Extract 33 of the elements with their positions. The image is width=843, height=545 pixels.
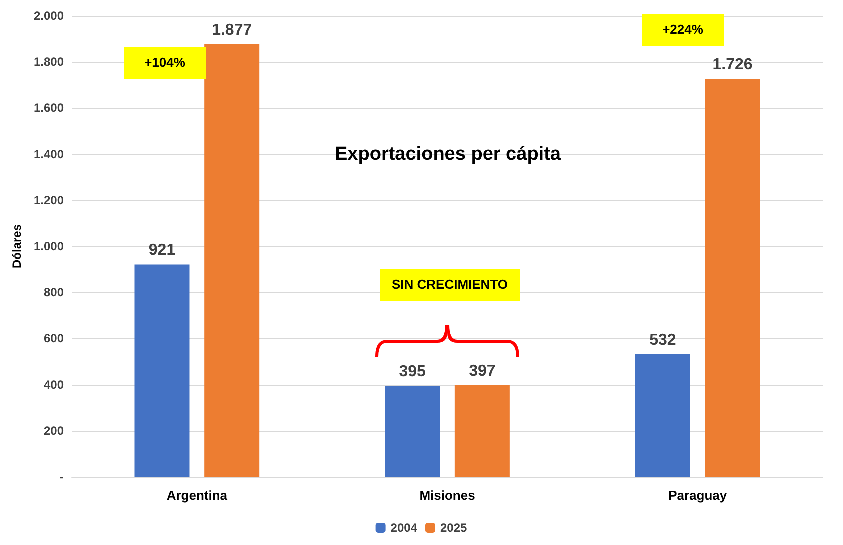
legend-label: 2025 [440, 521, 468, 535]
data-label: 397 [469, 362, 496, 380]
x-tick-label: Misiones [420, 488, 476, 503]
y-tick-label: 200 [44, 424, 64, 438]
y-tick-label: 400 [44, 378, 64, 392]
y-tick-label: 800 [44, 286, 64, 300]
y-tick-label: 1.600 [34, 101, 64, 116]
y-tick-label: 1.200 [34, 193, 64, 208]
data-label: 1.877 [212, 22, 252, 39]
bar [705, 79, 760, 477]
x-tick-label: Paraguay [668, 488, 728, 503]
y-tick-label: - [60, 470, 64, 484]
annotation: +224% [642, 14, 724, 46]
bar [454, 385, 510, 477]
y-tick-label: 600 [44, 332, 64, 346]
y-tick-label: 2.000 [34, 9, 64, 23]
bar [134, 264, 190, 477]
data-label: 921 [148, 242, 176, 260]
annotation: +104% [124, 47, 206, 79]
bar [204, 44, 260, 477]
bar [635, 354, 690, 477]
y-axis-title: Dólares [10, 224, 24, 269]
data-label: 1.726 [712, 56, 753, 74]
annotation: SIN CRECIMIENTO [380, 269, 520, 301]
bar [385, 386, 440, 477]
x-tick-label: Argentina [166, 488, 228, 503]
data-label: 532 [650, 332, 676, 349]
y-tick-label: 1.800 [34, 55, 64, 70]
data-label: 395 [399, 363, 426, 380]
legend-label: 2004 [390, 521, 418, 535]
y-tick-label: 1.000 [34, 240, 64, 254]
y-tick-label: 1.400 [34, 147, 64, 162]
text: Exportaciones per cápita [335, 144, 562, 165]
